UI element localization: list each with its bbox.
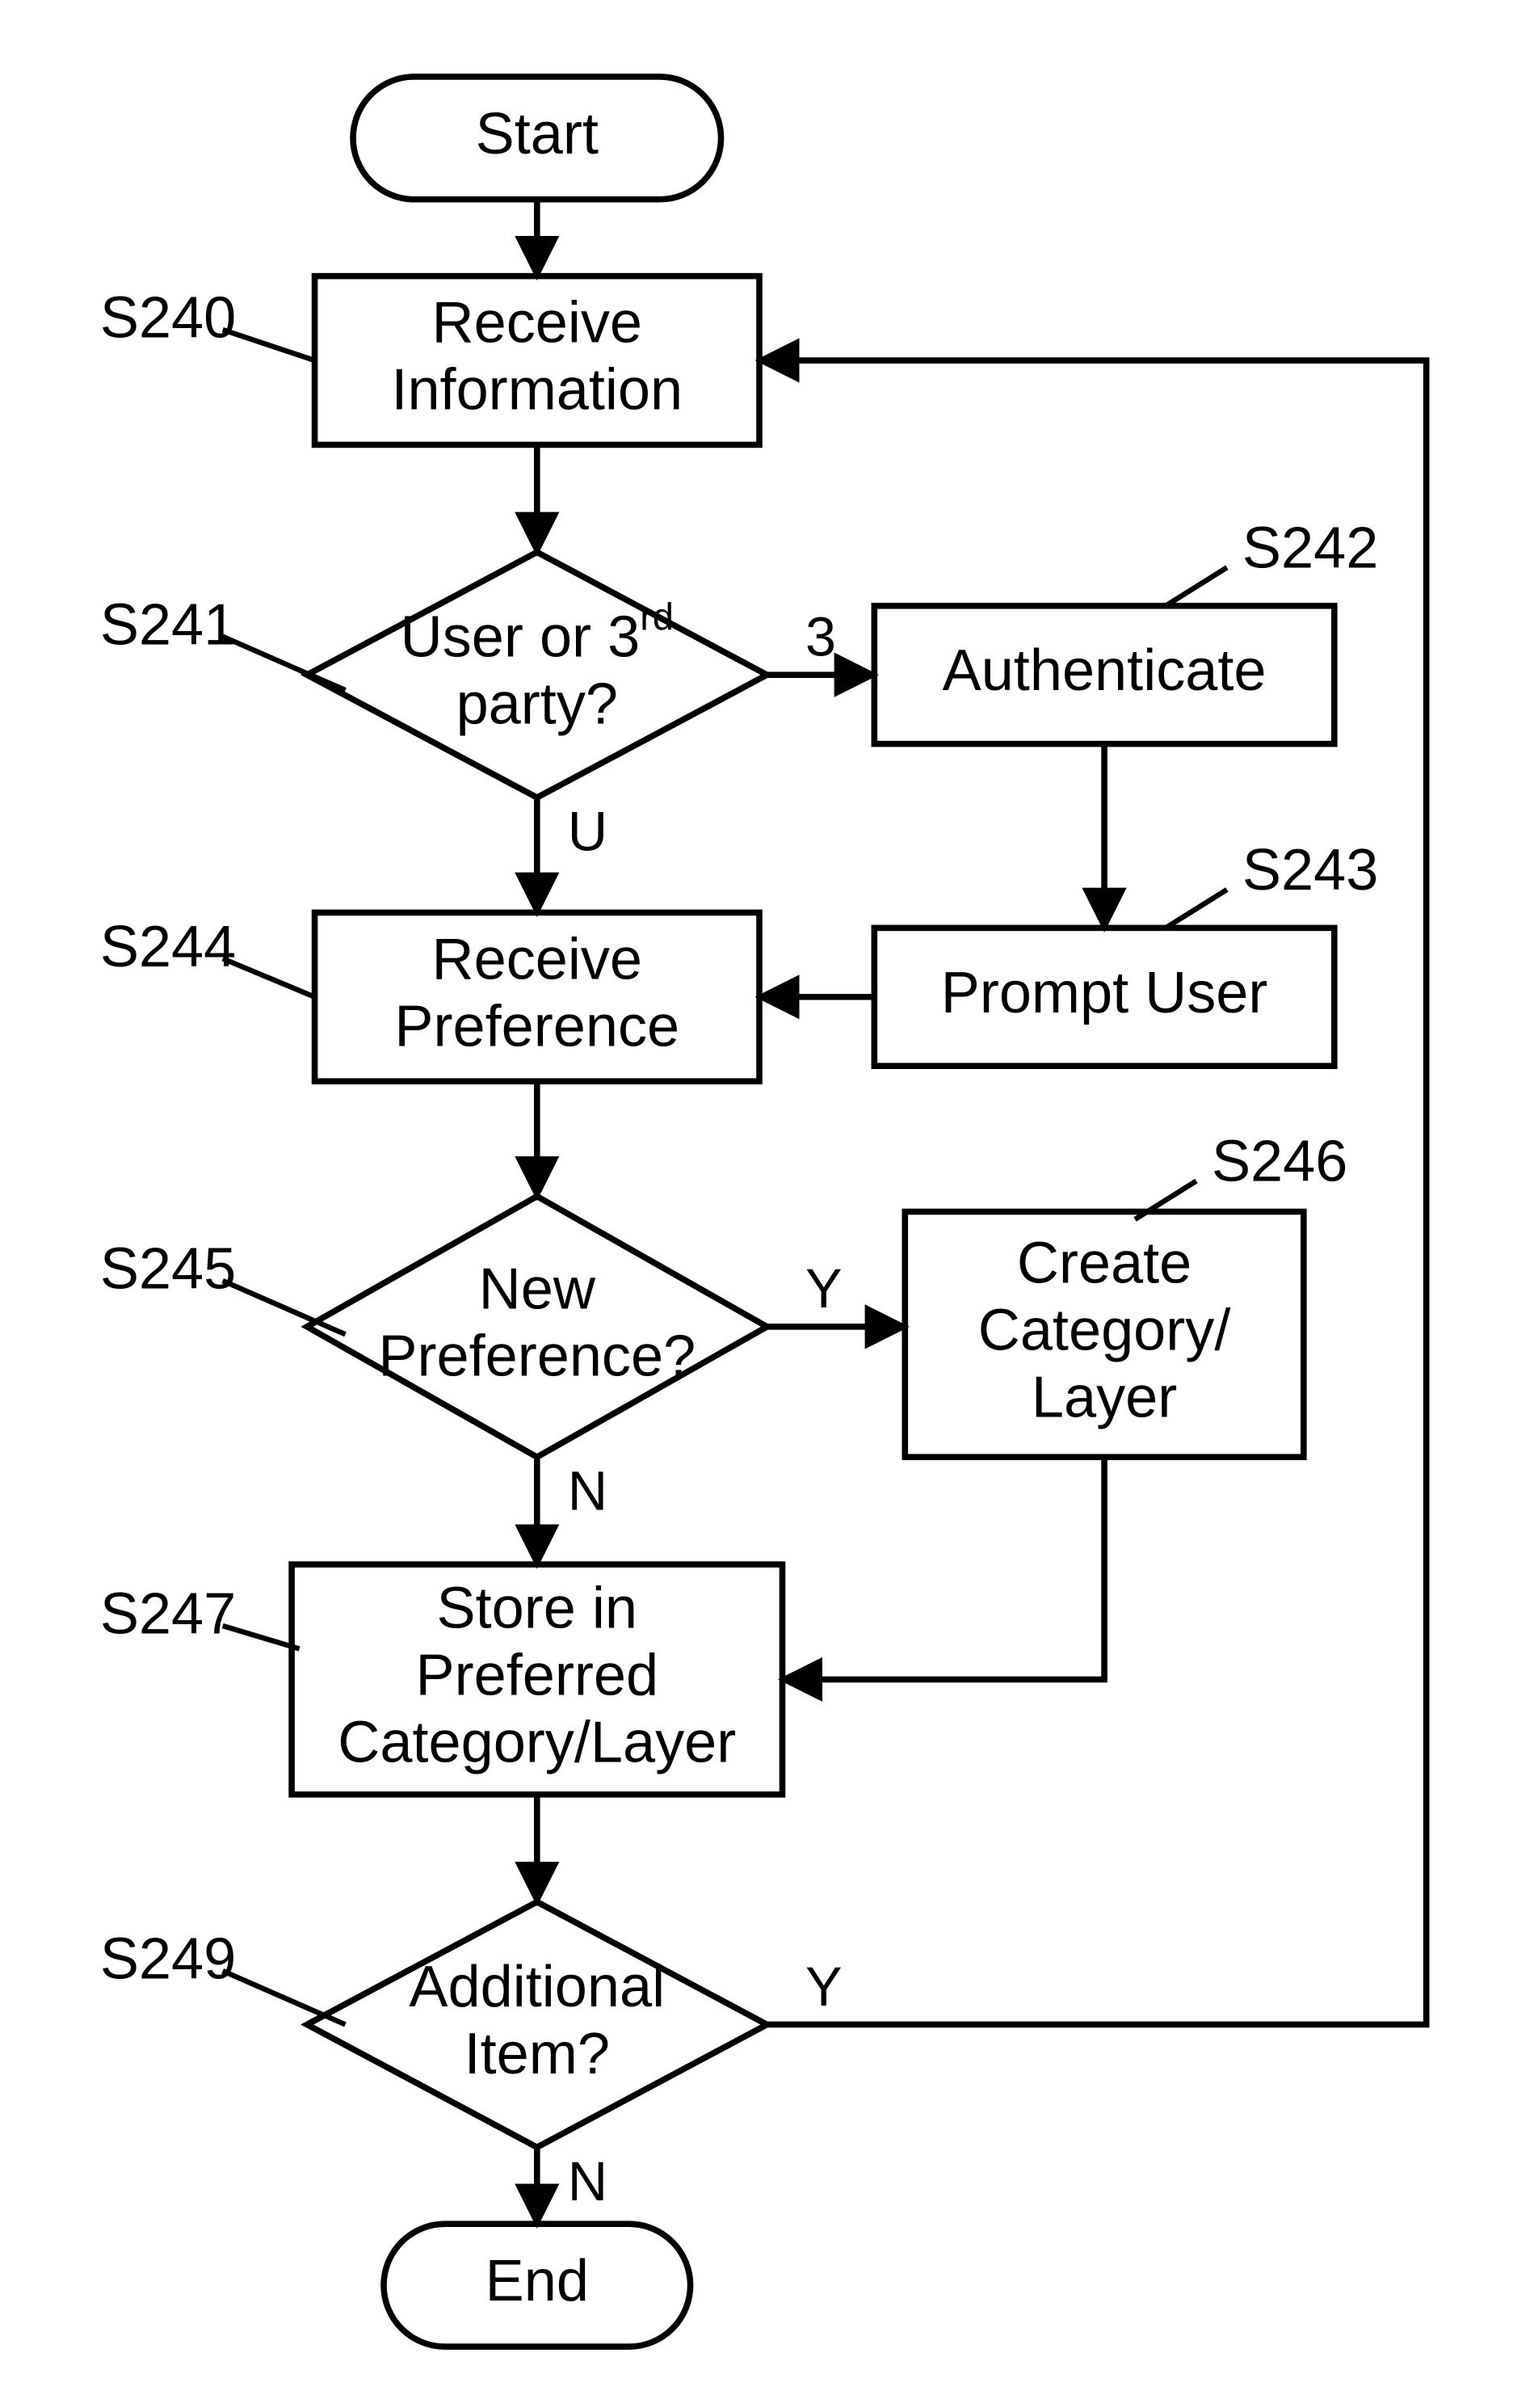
node-s246: CreateCategory/Layer [905,1211,1304,1457]
edge-s245-s247: N [537,1457,607,1564]
node-s243-text: Prompt User [941,961,1268,1025]
node-s247-text: Store in [437,1577,638,1641]
edge-label: N [568,2151,607,2212]
step-label-text: S240 [100,286,236,351]
edge-label: U [568,802,607,863]
step-label: S249 [100,1927,346,2025]
node-s242: Authenticate [874,606,1334,744]
edge-s245-s246: Y [767,1258,906,1327]
edge-s246-s247 [782,1457,1104,1679]
node-s246-text: Layer [1032,1365,1177,1429]
step-label-text: S247 [100,1582,236,1647]
step-label: S244 [100,915,315,997]
node-s241-text: party? [456,672,618,737]
node-s247: Store inPreferredCategory/Layer [292,1564,782,1795]
edge-label: Y [805,1956,843,2018]
step-label: S247 [100,1582,300,1649]
edge-s241-s244: U [537,798,607,912]
node-s245-text: Preference? [378,1324,696,1388]
node-s246-text: Create [1017,1231,1191,1295]
step-label-text: S244 [100,915,236,979]
step-label-text: S245 [100,1236,236,1301]
step-label: S241 [100,592,346,690]
node-s246-text: Category/ [978,1298,1232,1362]
node-s247-text: Category/Layer [338,1710,736,1774]
step-label: S240 [100,286,315,360]
node-s249-text: Additional [409,1955,665,2019]
node-end-text: End [485,2249,589,2313]
node-s240: ReceiveInformation [315,276,759,445]
flowchart-svg: U3YNNYStartReceiveInformationUser or 3rd… [0,0,1534,2408]
node-s245-text: New [479,1257,596,1321]
node-s241-text: User or 3rd [401,596,674,670]
step-label-text: S243 [1242,838,1378,903]
step-label-text: S242 [1242,516,1378,580]
node-start-text: Start [476,102,599,166]
node-s240-text: Receive [432,291,643,356]
step-label-text: S249 [100,1927,236,1992]
step-label-text: S241 [100,592,236,657]
edge-s249-end: N [537,2147,607,2224]
node-end: End [384,2224,691,2347]
node-s244: ReceivePreference [315,912,759,1081]
edge-label: N [568,1461,607,1522]
edge-label: Y [805,1258,843,1320]
node-start: Start [353,77,721,200]
node-s241: User or 3rdparty? [307,552,767,798]
step-label: S245 [100,1236,346,1334]
node-s242-text: Authenticate [943,638,1267,703]
step-label: S246 [1135,1130,1347,1219]
node-s244-text: Preference [394,994,679,1059]
node-s244-text: Receive [432,927,643,991]
node-s245: NewPreference? [307,1197,767,1458]
node-s240-text: Information [391,358,683,423]
step-label-text: S246 [1212,1130,1347,1194]
step-label: S242 [1166,516,1378,605]
node-s247-text: Preferred [415,1643,658,1707]
node-s249-text: Item? [464,2022,610,2086]
node-s243: Prompt User [874,928,1334,1066]
edge-s241-s242: 3 [767,606,875,675]
node-s249: AdditionalItem? [307,1902,767,2148]
step-label: S243 [1166,838,1378,928]
edge-label: 3 [805,606,836,667]
